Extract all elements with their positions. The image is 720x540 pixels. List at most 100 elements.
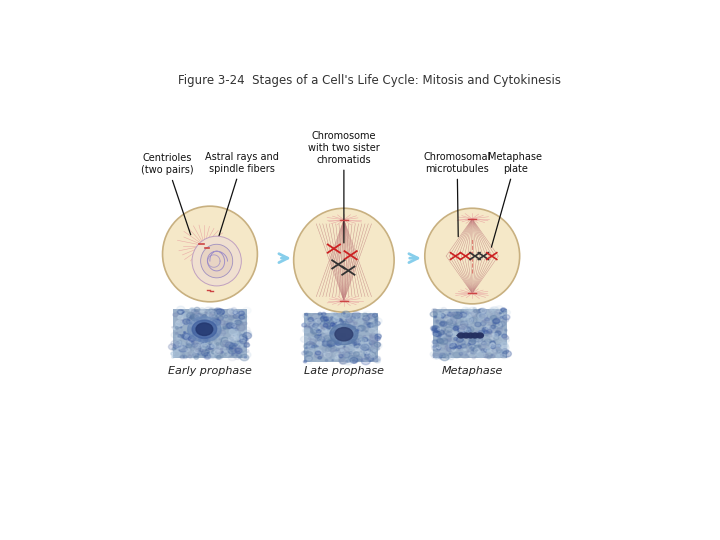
Circle shape xyxy=(481,309,486,313)
Circle shape xyxy=(222,339,229,344)
Circle shape xyxy=(357,359,360,361)
Circle shape xyxy=(436,330,444,335)
Circle shape xyxy=(212,350,214,351)
Circle shape xyxy=(482,342,486,345)
Circle shape xyxy=(211,321,217,326)
Circle shape xyxy=(194,331,199,335)
Circle shape xyxy=(195,314,202,319)
Circle shape xyxy=(458,325,467,331)
Circle shape xyxy=(233,353,242,360)
Circle shape xyxy=(434,320,438,323)
Circle shape xyxy=(431,344,438,348)
Circle shape xyxy=(496,328,503,332)
Text: Astral rays and
spindle fibers: Astral rays and spindle fibers xyxy=(204,152,279,239)
Circle shape xyxy=(199,324,201,326)
Circle shape xyxy=(490,316,496,321)
Circle shape xyxy=(190,308,194,311)
Circle shape xyxy=(243,351,247,354)
Circle shape xyxy=(434,328,439,332)
Circle shape xyxy=(366,339,372,343)
Circle shape xyxy=(217,315,219,316)
Circle shape xyxy=(194,343,198,346)
Circle shape xyxy=(365,354,371,358)
Circle shape xyxy=(214,328,221,334)
Circle shape xyxy=(317,360,320,362)
Circle shape xyxy=(222,345,228,350)
Circle shape xyxy=(500,342,508,348)
Circle shape xyxy=(498,321,505,327)
Circle shape xyxy=(175,340,181,345)
Circle shape xyxy=(367,323,373,327)
Circle shape xyxy=(236,355,238,356)
Circle shape xyxy=(338,319,342,321)
Circle shape xyxy=(211,345,215,348)
Circle shape xyxy=(212,314,218,319)
Circle shape xyxy=(361,359,364,361)
Circle shape xyxy=(333,330,338,334)
Circle shape xyxy=(305,346,309,348)
Circle shape xyxy=(320,333,327,338)
Circle shape xyxy=(451,323,452,325)
Circle shape xyxy=(231,354,233,355)
Circle shape xyxy=(494,336,499,340)
Circle shape xyxy=(189,321,195,327)
Circle shape xyxy=(244,356,247,358)
Circle shape xyxy=(215,346,219,349)
Circle shape xyxy=(188,339,192,342)
Circle shape xyxy=(498,336,505,342)
Ellipse shape xyxy=(294,208,394,312)
Circle shape xyxy=(432,308,437,312)
Circle shape xyxy=(432,345,440,352)
Circle shape xyxy=(503,345,505,346)
Circle shape xyxy=(433,331,441,336)
Circle shape xyxy=(505,329,507,331)
Circle shape xyxy=(475,321,478,322)
Circle shape xyxy=(504,310,510,315)
Circle shape xyxy=(488,310,492,313)
Circle shape xyxy=(372,342,380,348)
Circle shape xyxy=(240,339,246,344)
Circle shape xyxy=(324,342,327,344)
Circle shape xyxy=(245,349,249,352)
Circle shape xyxy=(180,355,184,359)
Circle shape xyxy=(500,328,507,333)
Circle shape xyxy=(240,310,246,315)
Circle shape xyxy=(360,313,366,318)
Circle shape xyxy=(500,355,503,356)
Circle shape xyxy=(305,325,310,329)
Circle shape xyxy=(235,320,241,325)
Circle shape xyxy=(199,317,201,319)
Circle shape xyxy=(309,347,312,349)
Circle shape xyxy=(231,335,232,336)
Circle shape xyxy=(210,315,219,322)
Circle shape xyxy=(206,347,210,350)
Circle shape xyxy=(243,352,251,358)
Circle shape xyxy=(445,336,451,341)
Circle shape xyxy=(216,349,222,354)
Circle shape xyxy=(464,327,471,333)
Circle shape xyxy=(318,327,320,329)
Circle shape xyxy=(352,316,357,320)
Circle shape xyxy=(212,320,218,326)
Circle shape xyxy=(475,331,481,336)
Circle shape xyxy=(451,321,456,326)
Circle shape xyxy=(347,326,351,329)
Circle shape xyxy=(192,309,197,314)
Circle shape xyxy=(333,317,339,321)
Circle shape xyxy=(222,313,223,314)
Circle shape xyxy=(503,338,509,342)
Circle shape xyxy=(216,322,217,323)
Circle shape xyxy=(346,339,348,341)
Circle shape xyxy=(324,323,328,327)
Circle shape xyxy=(340,352,343,355)
Circle shape xyxy=(433,346,436,348)
Circle shape xyxy=(190,308,194,311)
Circle shape xyxy=(333,352,341,357)
Circle shape xyxy=(495,308,501,312)
Circle shape xyxy=(221,345,229,352)
Circle shape xyxy=(196,323,213,335)
Circle shape xyxy=(465,354,467,356)
Circle shape xyxy=(498,345,500,347)
Circle shape xyxy=(372,352,376,355)
Circle shape xyxy=(374,359,379,362)
